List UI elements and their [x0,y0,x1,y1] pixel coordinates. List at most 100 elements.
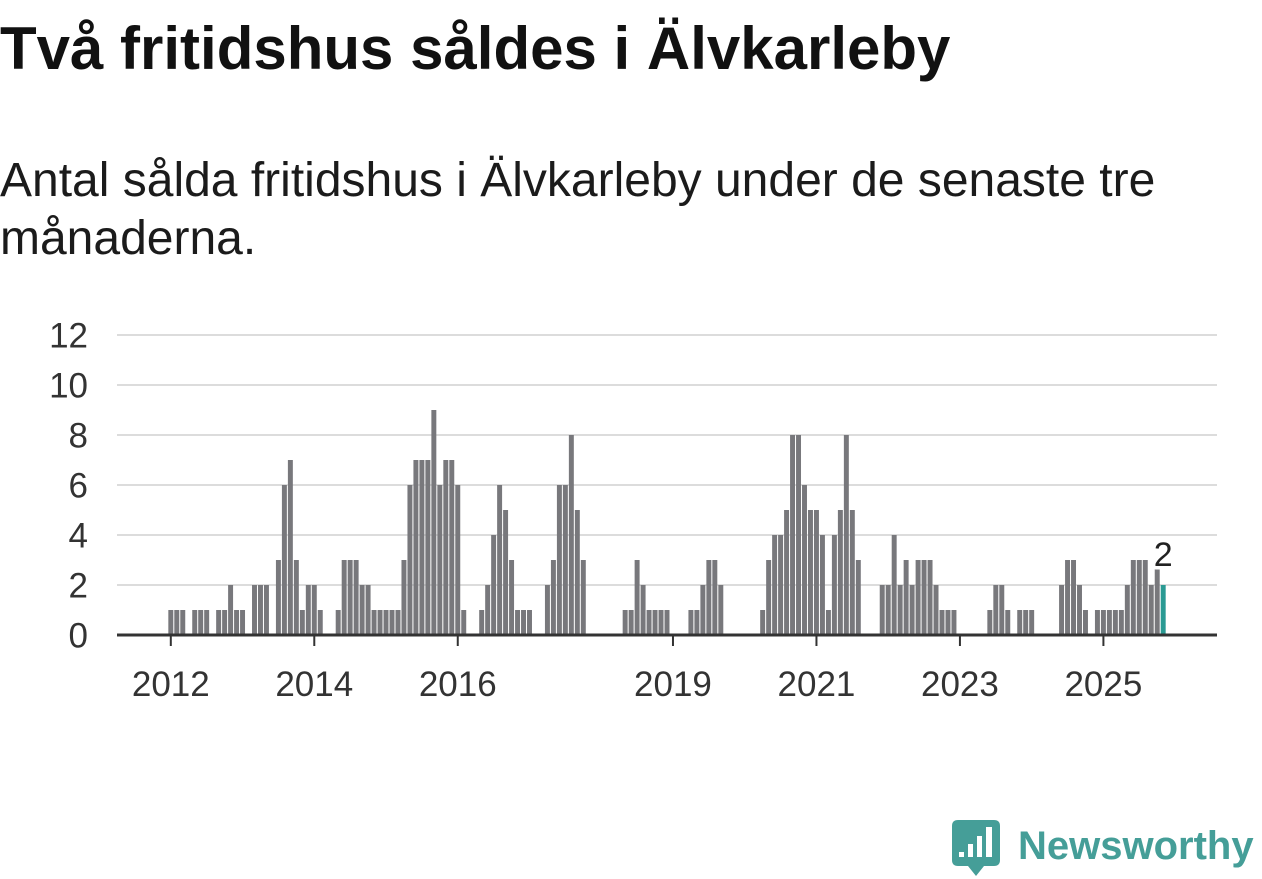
bar-2019-09 [718,585,724,635]
bar-2020-11 [802,485,807,635]
bar-2015-11 [443,460,449,635]
y-tick-label: 6 [69,467,88,506]
bar-2018-09 [646,610,652,635]
bar-2021-08 [855,560,861,635]
bar-2024-01 [1029,610,1035,635]
bar-2022-05 [909,585,915,635]
bar-2022-07 [921,560,927,635]
bar-2022-09 [933,585,939,635]
bar-2016-01 [455,485,461,635]
bar-2022-03 [897,585,903,635]
bar-2017-04 [544,585,550,635]
bar-2016-11 [515,610,521,635]
bar-2024-12 [1094,610,1100,635]
bar-2021-06 [843,435,849,635]
bar-2015-04 [401,560,407,635]
bar-2012-05 [192,610,198,635]
bar-2025-01 [1100,610,1106,635]
bar-2014-10 [365,585,371,635]
bar-chart-bubble-icon [952,820,1000,876]
bar-2025-11 [1160,585,1166,635]
bar-2012-02 [174,610,180,635]
bar-2024-08 [1071,560,1077,635]
bar-2021-03 [825,610,831,635]
bar-2014-02 [317,610,323,635]
highlight-value-label: 2 [1154,536,1173,574]
bar-2022-02 [891,535,897,635]
bar-2017-08 [568,435,574,635]
logo-bubble [952,820,1000,876]
bar-2015-12 [449,460,455,635]
y-tick-label: 0 [69,617,88,656]
bar-2025-03 [1112,610,1118,635]
x-tick-label: 2012 [132,665,210,704]
bar-2025-10 [1154,560,1160,635]
bar-2017-06 [556,485,562,635]
bar-2017-07 [562,485,568,635]
bar-2013-12 [305,585,311,635]
bar-2016-07 [491,535,497,635]
bar-2012-01 [168,610,174,635]
bar-2012-06 [198,610,204,635]
x-tick-label: 2025 [1064,665,1142,704]
bar-2012-12 [234,610,240,635]
bar-2021-01 [813,510,819,635]
bar-2016-08 [497,485,503,635]
bar-2012-07 [204,610,210,635]
bar-2018-07 [634,560,640,635]
y-tick-label: 12 [49,317,88,356]
bar-2024-06 [1059,585,1065,635]
bar-2017-01 [527,610,532,635]
bar-2024-07 [1065,560,1071,635]
bar-2018-06 [628,610,634,635]
y-tick-label: 8 [69,417,88,456]
bar-2016-02 [461,610,467,635]
bar-2013-03 [252,585,257,635]
bar-2019-07 [706,560,712,635]
bar-2021-02 [819,535,825,635]
bar-2012-03 [180,610,186,635]
bar-2019-04 [688,610,694,635]
brand-name: Newsworthy [1018,824,1254,868]
bar-2015-06 [413,460,419,635]
logo-bar [959,852,964,857]
bar-2020-05 [766,560,772,635]
bar-2023-08 [999,585,1005,635]
bar-2014-12 [377,610,383,635]
bar-2021-04 [831,535,837,635]
x-tick-label: 2014 [275,665,353,704]
bar-2022-10 [939,610,945,635]
x-tick-label: 2023 [921,665,999,704]
bar-2019-06 [700,585,706,635]
y-tick-label: 2 [69,567,88,606]
bar-2023-06 [987,610,993,635]
bar-2021-12 [879,585,885,635]
bar-2021-07 [849,510,855,635]
bar-2013-10 [293,560,299,635]
bar-2022-01 [885,585,891,635]
bar-2012-10 [222,610,228,635]
bar-2017-05 [550,560,556,635]
bar-2014-06 [341,560,347,635]
bar-2023-11 [1017,610,1023,635]
bar-2015-05 [407,485,413,635]
bar-2014-05 [335,610,341,635]
bar-2013-05 [263,585,269,635]
bar-2012-09 [216,610,222,635]
bar-2013-07 [275,560,281,635]
logo-bar [968,844,973,857]
bar-2018-11 [658,610,664,635]
bar-2015-07 [419,460,425,635]
bar-2020-04 [760,610,766,635]
bar-2024-09 [1077,585,1082,635]
bar-2013-09 [287,460,293,635]
bar-2025-07 [1136,560,1142,635]
x-tick-label: 2016 [419,665,497,704]
chart-subtitle: Antal sålda fritidshus i Älvkarleby unde… [0,154,1156,265]
bar-2014-07 [347,560,353,635]
bar-2013-11 [299,610,305,635]
bar-2013-04 [257,585,263,635]
bar-2019-05 [694,610,700,635]
bar-2014-09 [359,585,365,635]
bar-2020-09 [790,435,796,635]
